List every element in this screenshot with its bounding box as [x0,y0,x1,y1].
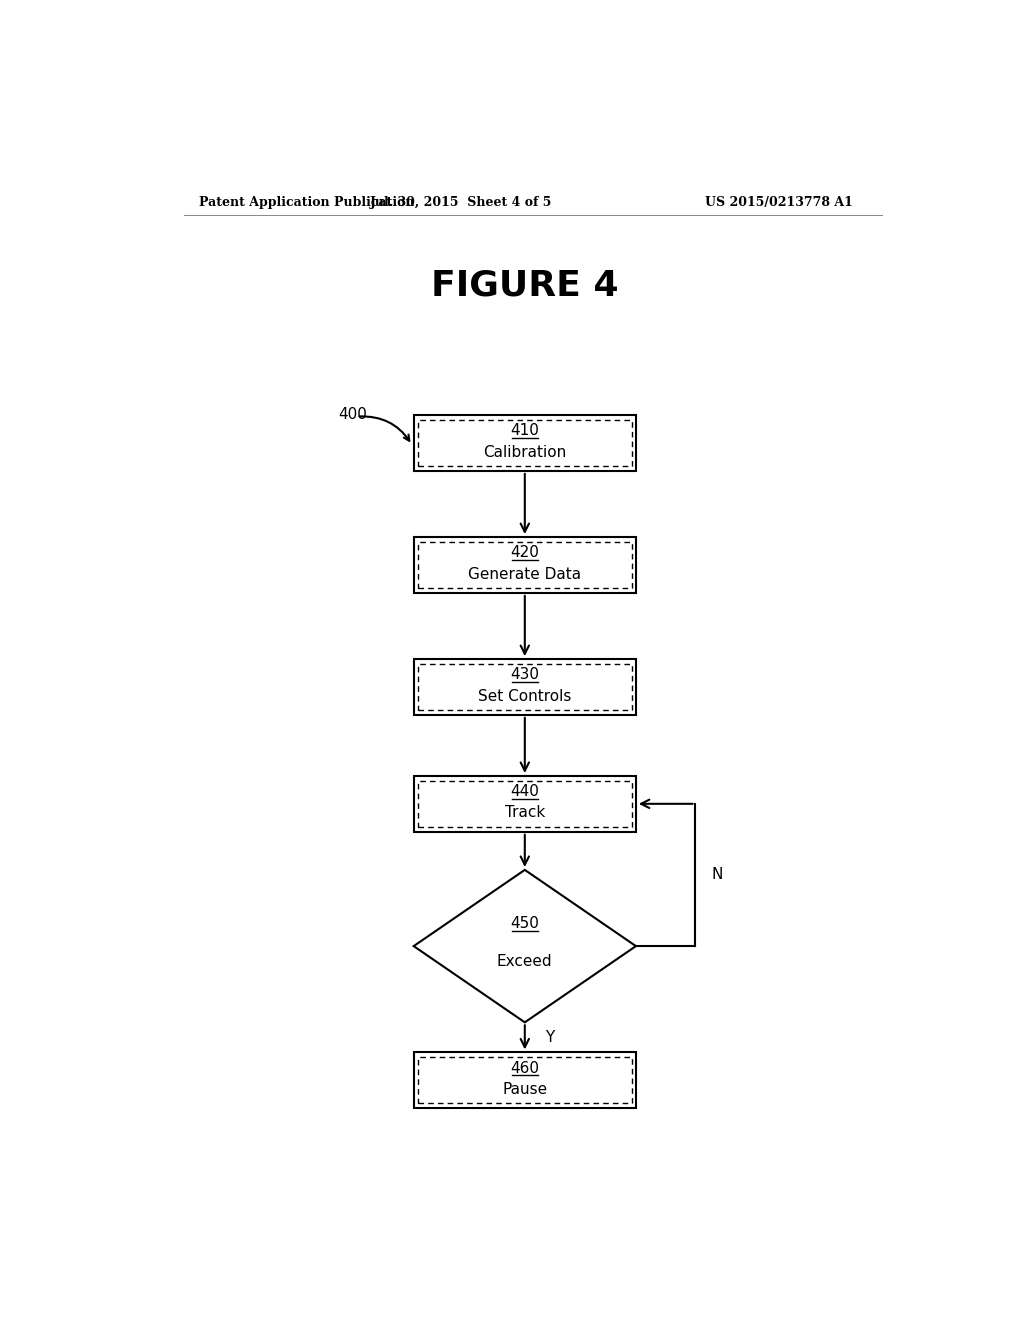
Text: Exceed: Exceed [497,954,553,969]
Bar [414,537,636,593]
Text: Generate Data: Generate Data [468,566,582,582]
Text: Set Controls: Set Controls [478,689,571,704]
Bar [414,1052,636,1109]
Bar [414,659,636,715]
Text: Jul. 30, 2015  Sheet 4 of 5: Jul. 30, 2015 Sheet 4 of 5 [370,195,553,209]
Text: 410: 410 [510,424,540,438]
Text: 430: 430 [510,667,540,682]
Text: FIGURE 4: FIGURE 4 [431,268,618,302]
Text: Calibration: Calibration [483,445,566,459]
Text: Pause: Pause [502,1082,548,1097]
Bar [418,1057,632,1104]
Bar [414,659,636,715]
Text: 440: 440 [510,784,540,799]
Bar [414,776,636,832]
Text: 400: 400 [338,407,368,422]
Text: Y: Y [545,1030,554,1045]
Bar [418,543,632,587]
Bar [414,776,636,832]
Bar [414,537,636,593]
Bar [414,414,636,471]
Bar [418,664,632,710]
Text: N: N [712,867,723,883]
Bar [414,1052,636,1109]
Text: Track: Track [505,805,545,821]
Text: 450: 450 [510,916,540,931]
Text: 420: 420 [510,545,540,560]
Bar [414,414,636,471]
Text: US 2015/0213778 A1: US 2015/0213778 A1 [705,195,853,209]
Text: 460: 460 [510,1060,540,1076]
Bar [418,781,632,826]
Text: Patent Application Publication: Patent Application Publication [200,195,415,209]
Bar [418,420,632,466]
Polygon shape [414,870,636,1022]
